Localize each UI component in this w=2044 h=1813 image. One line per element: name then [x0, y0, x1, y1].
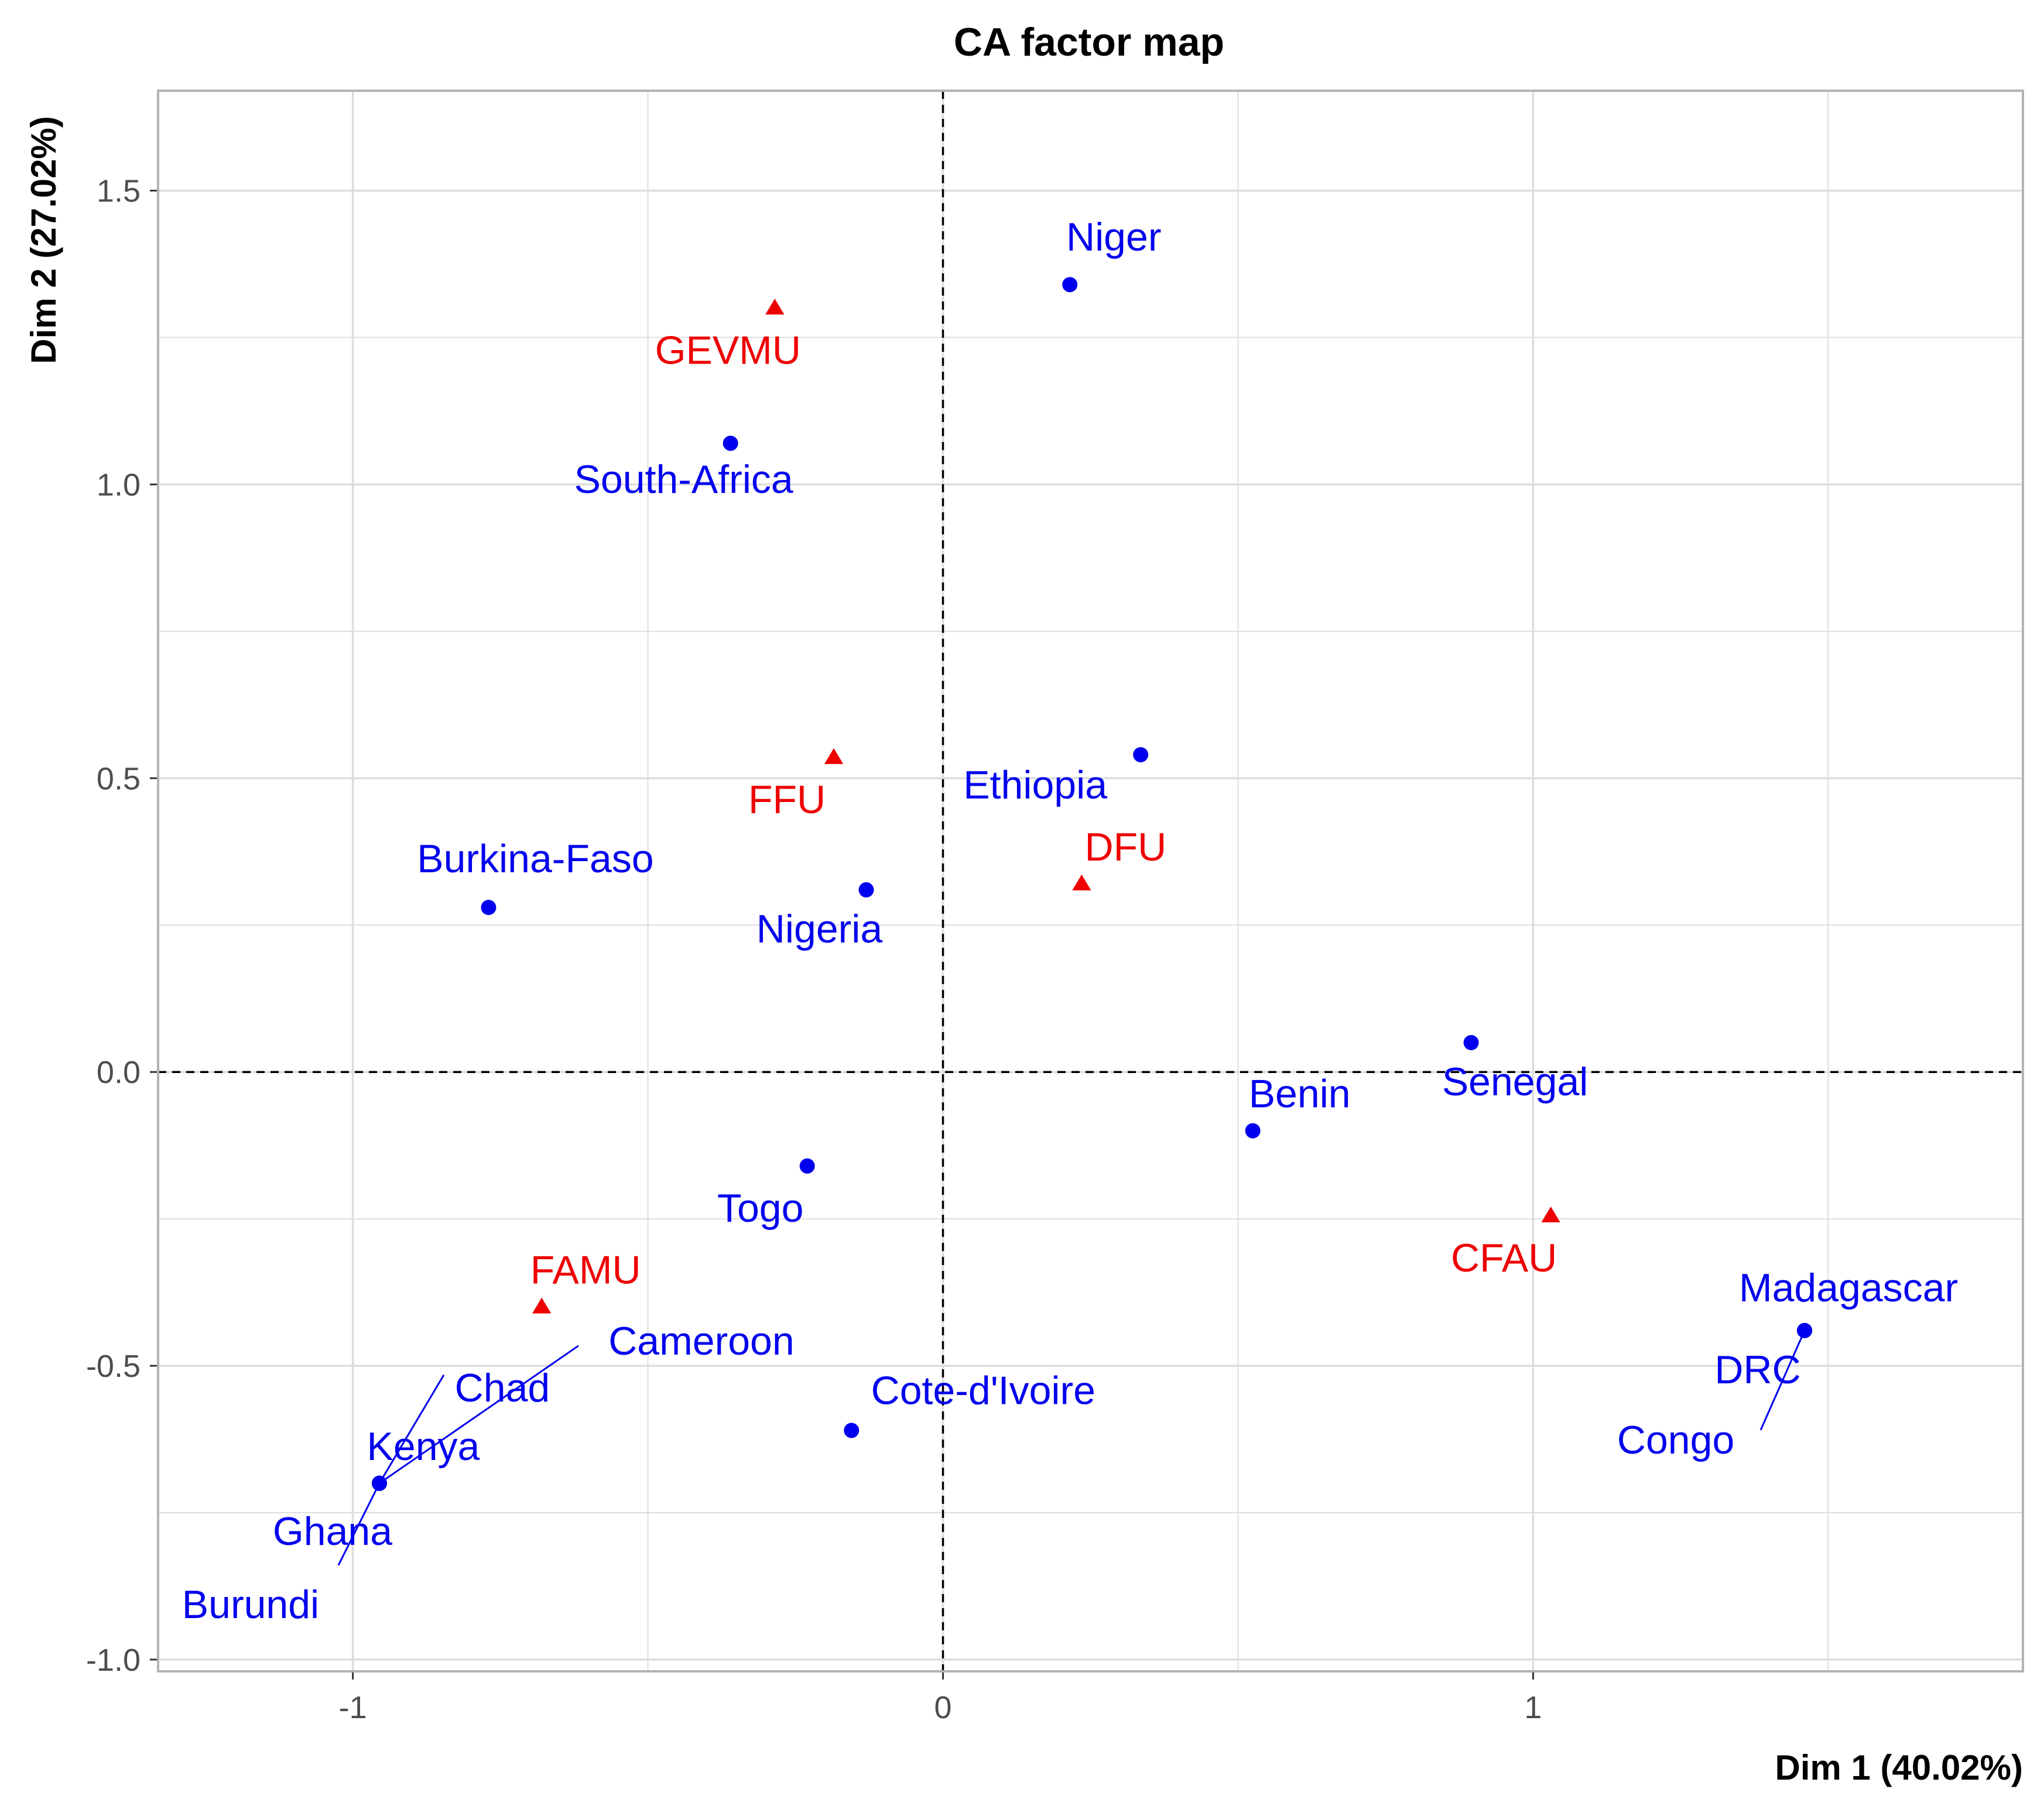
- label-chad: Chad: [455, 1366, 550, 1410]
- y-tick-label: -0.5: [86, 1349, 141, 1384]
- label-drc: DRC: [1714, 1348, 1800, 1392]
- connector-burundi: [337, 1483, 381, 1566]
- point-cote-d-ivoire: [844, 1423, 860, 1438]
- label-ghana: Ghana: [273, 1509, 392, 1554]
- axis-ticks: -1 0 1 -1.0 -0.5 0.0 0.5 1.0 1.5: [86, 174, 1542, 1725]
- label-senegal: Senegal: [1442, 1060, 1588, 1104]
- y-tick-label: 1.5: [97, 174, 141, 209]
- point-togo: [799, 1158, 815, 1174]
- point-markers: [371, 277, 1813, 1491]
- label-south-africa: South-Africa: [574, 457, 793, 502]
- label-cote-d-ivoire: Cote-d'Ivoire: [871, 1368, 1095, 1413]
- label-congo: Congo: [1617, 1418, 1734, 1462]
- label-burkina-faso: Burkina-Faso: [417, 837, 653, 881]
- point-labels: Niger South-Africa Ethiopia Burkina-Faso Nig…: [182, 215, 1958, 1627]
- y-tick-label: 0.0: [97, 1055, 141, 1090]
- x-tick-label: 1: [1524, 1690, 1542, 1725]
- x-tick-label: -1: [339, 1690, 367, 1725]
- triangle-famu: [532, 1297, 552, 1314]
- connector-chad: [378, 1375, 445, 1484]
- label-cfau: CFAU: [1451, 1236, 1557, 1280]
- label-kenya: Kenya: [367, 1424, 480, 1469]
- label-gevmu: GEVMU: [655, 328, 801, 372]
- point-senegal: [1463, 1035, 1479, 1051]
- label-togo: Togo: [717, 1186, 803, 1231]
- point-south-africa: [723, 436, 738, 451]
- chart-title: CA factor map: [954, 20, 1224, 64]
- label-benin: Benin: [1249, 1072, 1351, 1116]
- y-tick-label: 0.5: [97, 761, 141, 796]
- triangle-ffu: [824, 748, 844, 765]
- plot-panel-border: [157, 90, 2024, 1673]
- label-cameroon: Cameroon: [608, 1319, 795, 1363]
- reference-lines: [158, 91, 2023, 1671]
- label-ethiopia: Ethiopia: [963, 763, 1107, 807]
- label-nigeria: Nigeria: [756, 907, 883, 951]
- x-tick-label: 0: [934, 1690, 951, 1725]
- label-famu: FAMU: [530, 1248, 641, 1293]
- point-burundi: [371, 1475, 387, 1491]
- label-burundi: Burundi: [182, 1582, 319, 1627]
- point-burkina-faso: [481, 900, 497, 916]
- point-niger: [1062, 277, 1078, 293]
- y-tick-label: 1.0: [97, 467, 141, 502]
- point-congo: [1797, 1322, 1813, 1338]
- label-ffu: FFU: [748, 777, 826, 822]
- connector-congo: [1759, 1330, 1806, 1431]
- point-ethiopia: [1133, 747, 1149, 763]
- label-connectors: [337, 1330, 1806, 1566]
- connector-cameroon: [379, 1345, 579, 1485]
- y-tick-label: -1.0: [86, 1643, 141, 1678]
- triangle-cfau: [1541, 1206, 1560, 1223]
- point-benin: [1245, 1123, 1261, 1139]
- label-madagascar: Madagascar: [1739, 1266, 1958, 1310]
- triangle-dfu: [1072, 874, 1091, 890]
- triangle-gevmu: [765, 299, 785, 315]
- point-nigeria: [858, 882, 874, 898]
- label-niger: Niger: [1066, 215, 1162, 259]
- x-axis-label: Dim 1 (40.02%): [1775, 1748, 2023, 1787]
- label-dfu: DFU: [1084, 825, 1166, 869]
- y-axis-label: Dim 2 (27.02%): [24, 116, 63, 364]
